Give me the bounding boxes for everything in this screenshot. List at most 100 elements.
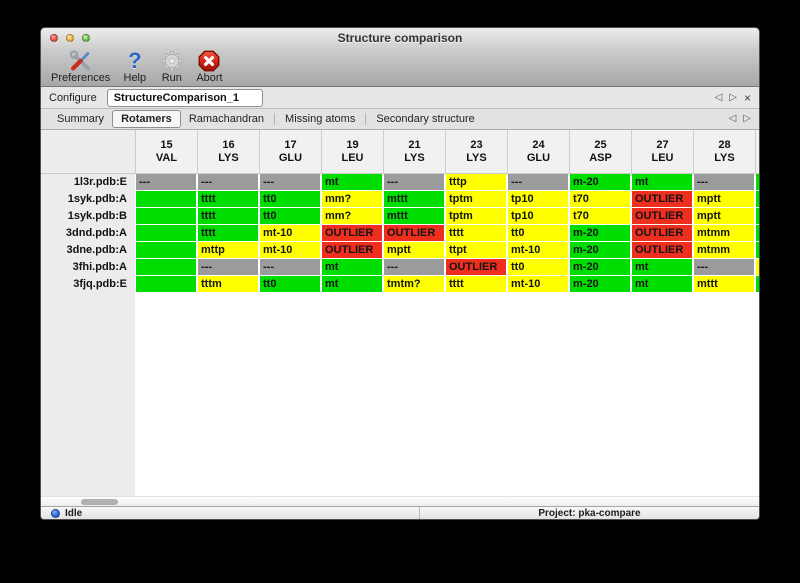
- rotamer-cell[interactable]: mptt: [694, 191, 754, 207]
- prev-tab-button[interactable]: ◁: [728, 113, 737, 124]
- rotamer-cell[interactable]: tp10: [508, 208, 568, 224]
- rotamer-cell[interactable]: mm?: [322, 191, 382, 207]
- rotamer-cell[interactable]: ttpt: [446, 242, 506, 258]
- rotamer-cell[interactable]: OUTLIER: [632, 242, 692, 258]
- close-config-icon[interactable]: ×: [743, 90, 751, 105]
- rotamer-cell[interactable]: ---: [694, 174, 754, 190]
- rotamer-cell[interactable]: ---: [508, 174, 568, 190]
- row-label[interactable]: 1syk.pdb:B: [67, 210, 127, 222]
- rotamer-cell[interactable]: OUTLIER: [322, 225, 382, 241]
- rotamer-cell[interactable]: OUTLIER: [384, 225, 444, 241]
- rotamer-cell[interactable]: [136, 208, 196, 224]
- rotamer-cell[interactable]: [136, 276, 196, 292]
- row-label[interactable]: 3fhi.pdb:A: [72, 261, 127, 273]
- minimize-window-button[interactable]: [66, 34, 74, 42]
- rotamer-cell[interactable]: [136, 191, 196, 207]
- rotamer-cell[interactable]: mt: [322, 259, 382, 275]
- preferences-button[interactable]: Preferences: [51, 49, 110, 84]
- rotamer-cell[interactable]: tptm: [446, 191, 506, 207]
- rotamer-cell[interactable]: mptt: [384, 242, 444, 258]
- row-label[interactable]: 3fjq.pdb:E: [73, 278, 127, 290]
- rotamer-cell[interactable]: tt0: [260, 191, 320, 207]
- rotamer-cell[interactable]: m-20: [570, 276, 630, 292]
- rotamer-cell[interactable]: mptt: [694, 208, 754, 224]
- rotamer-cell[interactable]: tttt: [446, 276, 506, 292]
- row-label[interactable]: 1l3r.pdb:E: [73, 176, 127, 188]
- rotamer-cell[interactable]: tt0: [508, 259, 568, 275]
- rotamer-cell[interactable]: m-20: [570, 259, 630, 275]
- rotamer-cell[interactable]: tttt: [198, 208, 258, 224]
- rotamer-cell[interactable]: mt: [632, 259, 692, 275]
- rotamer-cell[interactable]: ---: [136, 174, 196, 190]
- rotamer-cell[interactable]: tp10: [508, 191, 568, 207]
- tab-missing-atoms[interactable]: Missing atoms: [285, 113, 356, 125]
- rotamer-cell[interactable]: OUTLIER: [322, 242, 382, 258]
- rotamer-cell[interactable]: ---: [198, 174, 258, 190]
- rotamer-cell[interactable]: m-20: [570, 225, 630, 241]
- rotamer-cell[interactable]: tttm: [198, 276, 258, 292]
- rotamer-cell[interactable]: tt0: [260, 276, 320, 292]
- prev-config-button[interactable]: ◁: [714, 91, 723, 103]
- rotamer-cell[interactable]: OUTLIER: [632, 191, 692, 207]
- tab-summary[interactable]: Summary: [57, 113, 105, 125]
- zoom-window-button[interactable]: [82, 34, 90, 42]
- rotamer-cell[interactable]: tt0: [508, 225, 568, 241]
- tab-ramachandran[interactable]: Ramachandran: [188, 113, 265, 125]
- abort-button[interactable]: Abort: [196, 49, 223, 84]
- rotamer-cell[interactable]: [136, 259, 196, 275]
- rotamer-cell[interactable]: mt: [632, 174, 692, 190]
- scrollbar-thumb[interactable]: [81, 499, 118, 505]
- rotamer-cell[interactable]: mt-10: [260, 242, 320, 258]
- help-button[interactable]: ? Help: [122, 49, 147, 84]
- header-spacer: [41, 130, 135, 173]
- row-label[interactable]: 3dnd.pdb:A: [65, 227, 127, 239]
- run-button[interactable]: Run: [159, 49, 184, 84]
- rotamer-cell[interactable]: m-20: [570, 174, 630, 190]
- rotamer-cell[interactable]: mm?: [322, 208, 382, 224]
- next-tab-button[interactable]: ▷: [743, 113, 751, 124]
- rotamer-cell[interactable]: m-20: [570, 242, 630, 258]
- rotamer-cell[interactable]: mt-10: [260, 225, 320, 241]
- rotamer-cell[interactable]: ---: [260, 174, 320, 190]
- next-config-button[interactable]: ▷: [729, 91, 737, 103]
- rotamer-cell[interactable]: mt: [322, 276, 382, 292]
- rotamer-cell[interactable]: ---: [384, 259, 444, 275]
- tab-rotamers[interactable]: Rotamers: [112, 110, 181, 128]
- configure-name-input[interactable]: [106, 88, 263, 107]
- rotamer-cell[interactable]: tttt: [198, 191, 258, 207]
- rotamer-cell[interactable]: mttt: [694, 276, 754, 292]
- row-label[interactable]: 1syk.pdb:A: [67, 193, 127, 205]
- status-text: Idle: [65, 507, 83, 519]
- rotamer-cell[interactable]: tttt: [446, 225, 506, 241]
- rotamer-cell[interactable]: tptm: [446, 208, 506, 224]
- horizontal-scrollbar[interactable]: [41, 496, 759, 506]
- rotamer-cell[interactable]: mtmm: [694, 242, 754, 258]
- rotamer-cell[interactable]: OUTLIER: [632, 208, 692, 224]
- rotamer-cell[interactable]: t70: [570, 191, 630, 207]
- rotamer-cell[interactable]: OUTLIER: [632, 225, 692, 241]
- rotamer-cell[interactable]: tt0: [260, 208, 320, 224]
- rotamer-cell[interactable]: mt: [322, 174, 382, 190]
- rotamer-cell[interactable]: mtmm: [694, 225, 754, 241]
- rotamer-cell[interactable]: mt: [632, 276, 692, 292]
- rotamer-cell[interactable]: mttt: [384, 208, 444, 224]
- rotamer-cell[interactable]: mttp: [198, 242, 258, 258]
- rotamer-cell[interactable]: tttp: [446, 174, 506, 190]
- rotamer-cell[interactable]: [136, 242, 196, 258]
- tab-secondary-structure[interactable]: Secondary structure: [376, 113, 475, 125]
- rotamer-cell[interactable]: tmtm?: [384, 276, 444, 292]
- rotamer-cell[interactable]: ---: [384, 174, 444, 190]
- rotamer-cell[interactable]: mt-10: [508, 242, 568, 258]
- rotamer-cell[interactable]: mt-10: [508, 276, 568, 292]
- row-label[interactable]: 3dne.pdb:A: [66, 244, 128, 256]
- rotamer-cell[interactable]: [136, 225, 196, 241]
- close-window-button[interactable]: [50, 34, 58, 42]
- rotamer-cell[interactable]: tttt: [198, 225, 258, 241]
- rotamer-cell[interactable]: mttt: [384, 191, 444, 207]
- rotamer-cell[interactable]: ---: [694, 259, 754, 275]
- rotamer-cell[interactable]: ---: [198, 259, 258, 275]
- rotamer-cell[interactable]: ---: [260, 259, 320, 275]
- rotamer-cell[interactable]: OUTLIER: [446, 259, 506, 275]
- rotamer-cell[interactable]: t70: [570, 208, 630, 224]
- partial-cell: [756, 225, 759, 241]
